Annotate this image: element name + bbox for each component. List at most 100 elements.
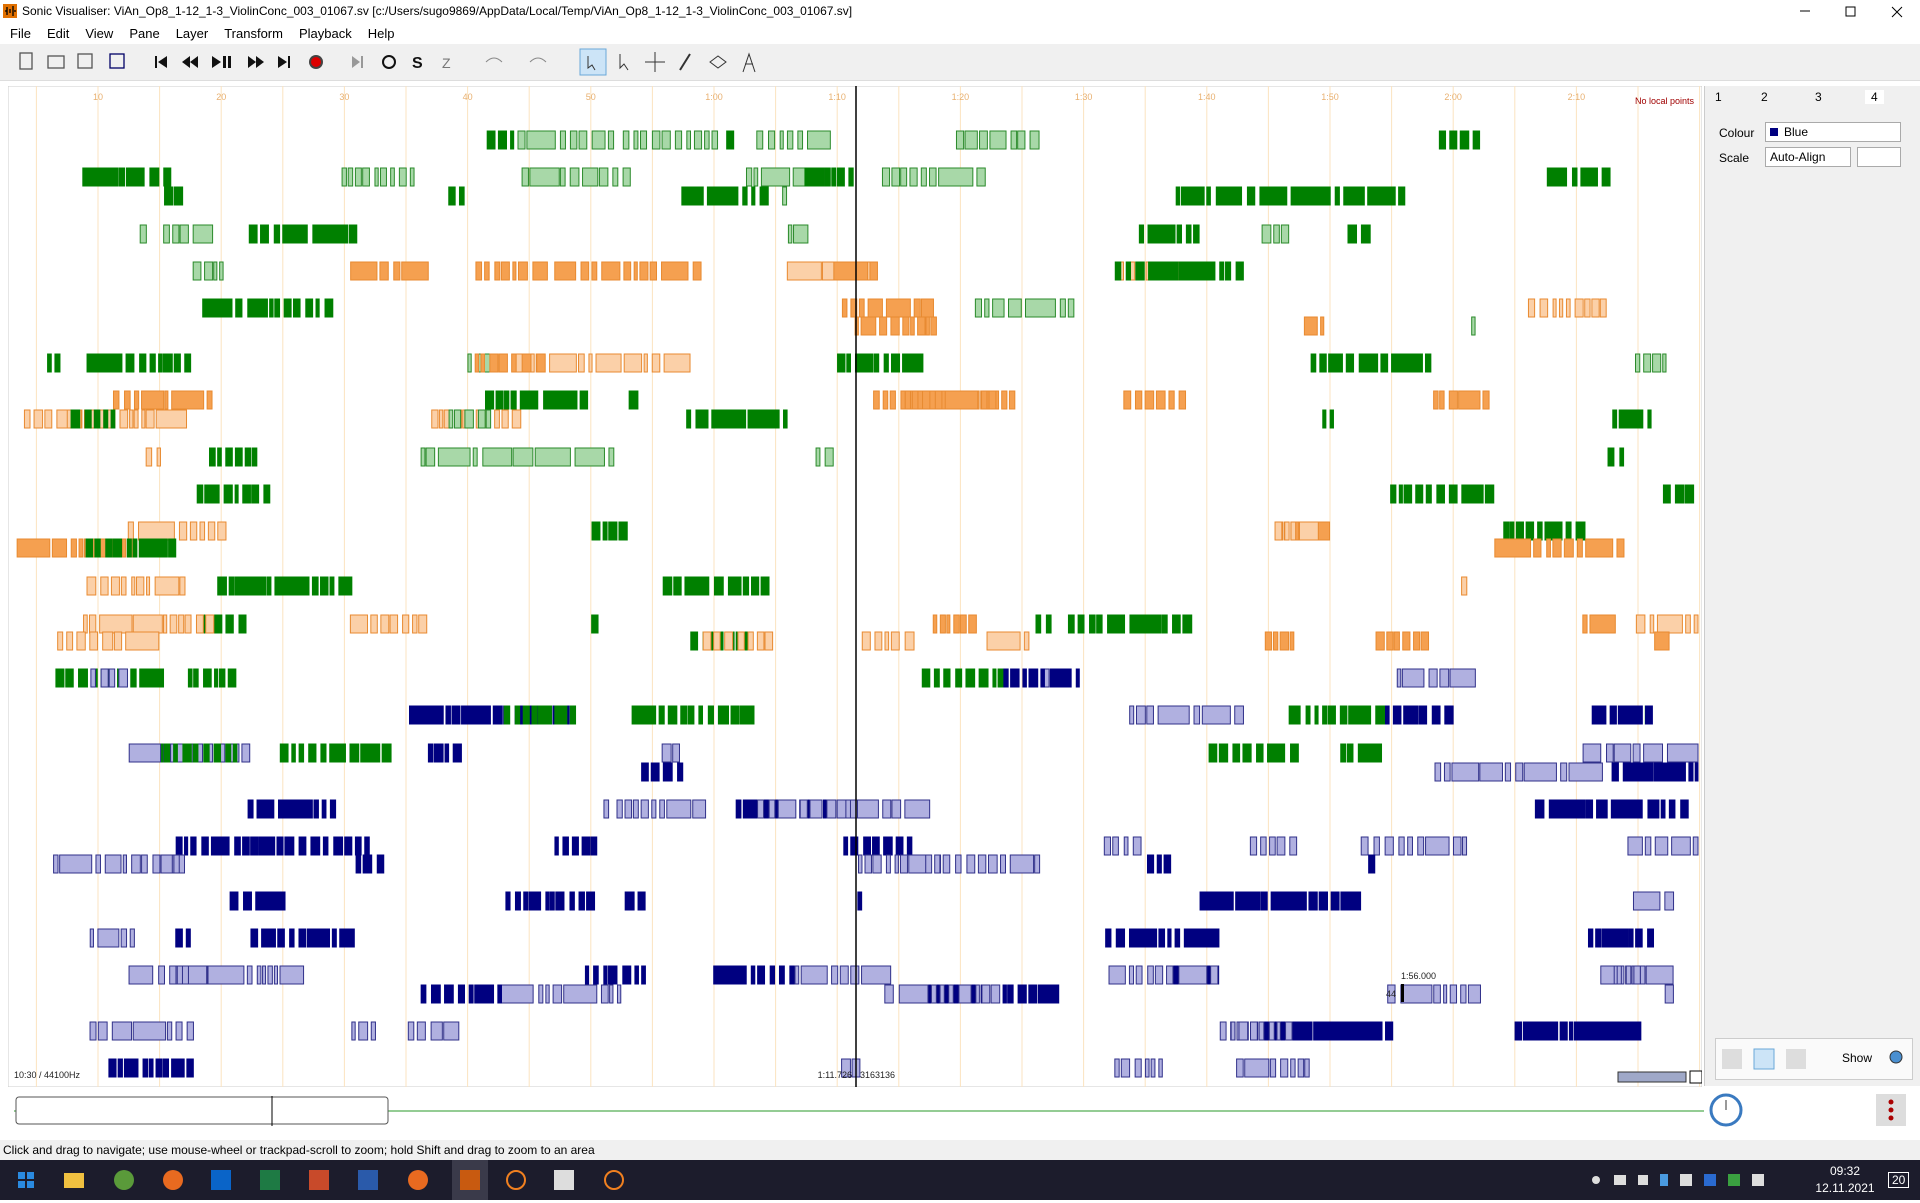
menu-item[interactable]: File [10,26,31,41]
menu-item[interactable]: Help [367,26,395,41]
zoom-box[interactable] [1689,1070,1702,1084]
note [1067,298,1075,318]
note [900,167,908,187]
note [554,705,568,725]
tab[interactable]: 1 [1715,90,1722,104]
show-toggle[interactable] [1888,1049,1904,1065]
note [529,167,560,187]
note [1527,298,1536,318]
menu-item[interactable]: View [85,26,114,41]
note [311,576,319,596]
main-pane[interactable]: 10 20 30 40 50 1:00 1:10 1:20 1:30 1:40 1:50 2:00 2:… [8,86,1702,1087]
note [1327,705,1336,725]
note [163,743,171,763]
menu-item[interactable]: Edit [46,26,70,41]
note [437,447,471,467]
ruler-label: 1:30 [1075,92,1093,102]
note [955,854,962,874]
note [1509,521,1515,541]
menu-bar: File Edit View Pane Layer Transform Playback He… [0,24,1920,44]
note [739,705,755,725]
pane-menu-button[interactable] [1876,1094,1906,1126]
note [713,576,724,596]
note [389,614,399,634]
note [33,409,44,429]
menu-item[interactable]: Layer [175,26,209,41]
playback-speed-dial[interactable] [1706,1092,1746,1128]
note [1022,668,1027,688]
window-controls[interactable] [1780,0,1920,24]
menu-item[interactable]: Pane [129,26,160,41]
note [374,167,379,187]
zoom-wheel[interactable] [1617,1071,1687,1083]
tab[interactable]: 3 [1815,90,1822,104]
note [273,965,279,985]
note [522,705,530,725]
notification-count[interactable]: 20 [1888,1172,1910,1188]
note [826,799,837,819]
note [1215,186,1243,206]
note [380,614,390,634]
note [1269,836,1276,856]
note [555,891,565,911]
system-tray[interactable] [1586,1160,1786,1200]
note [578,891,585,911]
note [1269,1058,1277,1078]
note [616,799,623,819]
note [783,409,788,429]
tab[interactable]: 2 [1761,90,1768,104]
status-bar: Click and drag to navigate; use mouse-wh… [0,1140,1920,1160]
note [514,891,521,911]
note [1037,984,1060,1004]
note [1320,316,1325,336]
note [1576,538,1583,558]
note [202,298,233,318]
note [1343,186,1365,206]
note [16,538,51,558]
cursor-value: 44 [1386,989,1396,999]
note [162,353,173,373]
note [702,631,712,651]
note [809,799,823,819]
note [1008,390,1016,410]
note [1261,224,1272,244]
note [1662,353,1667,373]
tab-active[interactable]: 4 [1865,90,1884,104]
note [532,261,548,281]
layer-icons[interactable] [1716,1039,1826,1079]
menu-item[interactable]: Transform [224,26,283,41]
scale-extra-combo[interactable] [1857,147,1901,167]
note [695,409,709,429]
note [633,130,639,150]
overview[interactable] [14,1096,1704,1126]
taskbar-apps[interactable] [0,1160,640,1200]
note [864,854,872,874]
note [900,390,906,410]
note [185,928,191,948]
note [968,614,977,634]
note [1168,390,1175,410]
note [1274,521,1283,541]
note [1558,298,1564,318]
note [698,705,704,725]
note [612,167,619,187]
note [534,447,571,467]
note [187,668,193,688]
scale-combo[interactable]: Auto-Align [1765,147,1851,167]
note [1360,224,1371,244]
note [1340,891,1362,911]
note [726,130,735,150]
menu-item[interactable]: Playback [298,26,352,41]
note [430,984,441,1004]
colour-combo[interactable]: Blue [1765,122,1901,142]
note [1425,484,1432,504]
note [563,984,598,1004]
note [663,353,691,373]
note [173,353,181,373]
note [158,353,163,373]
note [184,836,189,856]
note [939,614,946,634]
note [1210,965,1219,985]
note [135,576,145,596]
